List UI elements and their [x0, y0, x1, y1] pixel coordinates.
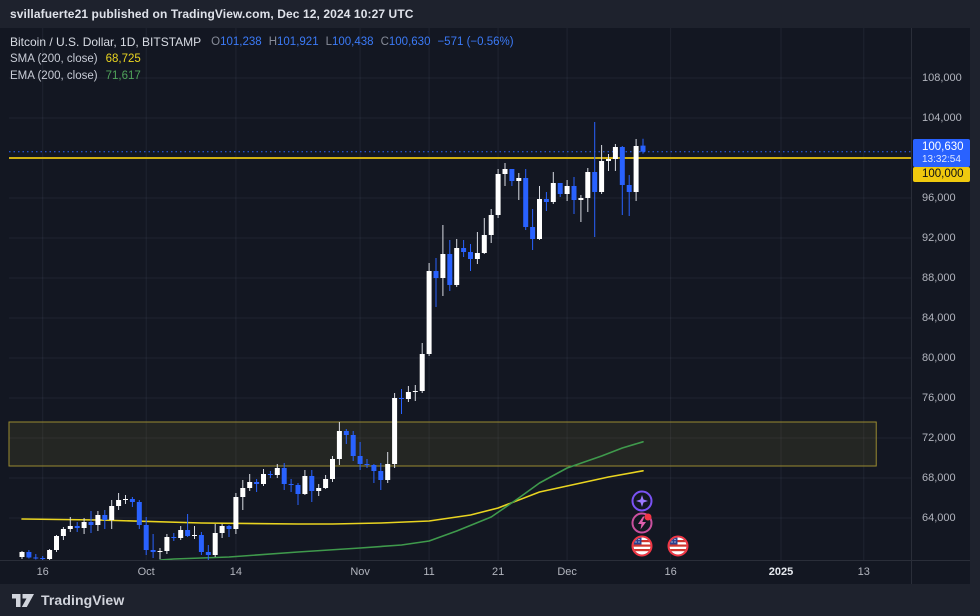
time-tick: 16 — [36, 566, 49, 578]
chart-pane[interactable] — [0, 28, 911, 560]
symbol-title[interactable]: Bitcoin / U.S. Dollar, 1D, BITSTAMP — [10, 35, 202, 49]
tradingview-logo-text: TradingView — [41, 592, 125, 608]
price-tick: 104,000 — [922, 112, 962, 124]
ohlc-low: L100,438 — [325, 36, 374, 48]
time-tick: Dec — [557, 566, 577, 578]
current-price-label: 100,630 13:32:54 — [913, 138, 970, 167]
time-tick: Nov — [350, 566, 370, 578]
legend-sma-row[interactable]: SMA (200, close) 68,725 — [10, 51, 521, 67]
footer-bar: TradingView — [0, 584, 980, 616]
time-tick: 16 — [664, 566, 677, 578]
time-tick: 13 — [857, 566, 870, 578]
publisher-line: svillafuerte21 published on TradingView.… — [10, 7, 414, 21]
time-tick: Oct — [137, 566, 155, 578]
price-axis[interactable]: USD 108,000104,00096,00092,00088,00084,0… — [911, 28, 970, 584]
chart-widget: Bitcoin / U.S. Dollar, 1D, BITSTAMP O101… — [0, 28, 970, 584]
price-tick: 80,000 — [922, 352, 956, 364]
sma-value: 68,725 — [105, 53, 141, 65]
candlestick-chart[interactable] — [0, 28, 911, 560]
time-tick: 14 — [229, 566, 243, 578]
ema-label: EMA (200, close) — [10, 70, 98, 82]
time-tick: 21 — [491, 566, 505, 578]
ohlc-close: C100,630 — [380, 36, 431, 48]
sma-label: SMA (200, close) — [10, 53, 98, 65]
legend-ema-row[interactable]: EMA (200, close) 71,617 — [10, 68, 521, 84]
time-tick: 11 — [423, 566, 435, 578]
us-flag-marker[interactable] — [667, 535, 689, 557]
sparkle-marker[interactable] — [631, 490, 653, 512]
ema-value: 71,617 — [105, 70, 141, 82]
time-tick: 2025 — [768, 566, 794, 578]
change-value: −571 (−0.56%) — [437, 36, 514, 48]
tradingview-logo-icon — [12, 593, 34, 607]
price-tick: 88,000 — [922, 272, 956, 284]
chart-legend: Bitcoin / U.S. Dollar, 1D, BITSTAMP O101… — [10, 34, 521, 85]
ohlc-high: H101,921 — [268, 36, 319, 48]
level-price-label: 100,000 — [913, 166, 970, 182]
bar-countdown: 13:32:54 — [922, 153, 961, 165]
lightning-marker[interactable] — [631, 512, 653, 534]
notification-dot — [644, 513, 652, 521]
price-tick: 108,000 — [922, 72, 962, 84]
price-tick: 92,000 — [922, 232, 956, 244]
price-tick: 68,000 — [922, 472, 956, 484]
tradingview-logo[interactable]: TradingView — [12, 592, 124, 608]
publisher-bar: svillafuerte21 published on TradingView.… — [0, 0, 980, 28]
price-tick: 76,000 — [922, 392, 956, 404]
time-axis[interactable]: 16 Oct 14 Nov 11 21 Dec 16 2025 13 — [0, 560, 970, 584]
price-tick: 72,000 — [922, 432, 956, 444]
price-tick: 64,000 — [922, 512, 956, 524]
us-flag-marker[interactable] — [631, 535, 653, 557]
legend-symbol-row[interactable]: Bitcoin / U.S. Dollar, 1D, BITSTAMP O101… — [10, 34, 521, 50]
price-tick: 96,000 — [922, 192, 956, 204]
price-tick: 84,000 — [922, 312, 956, 324]
axis-corner-divider — [911, 560, 912, 584]
ohlc-open: O101,238 — [211, 36, 262, 48]
